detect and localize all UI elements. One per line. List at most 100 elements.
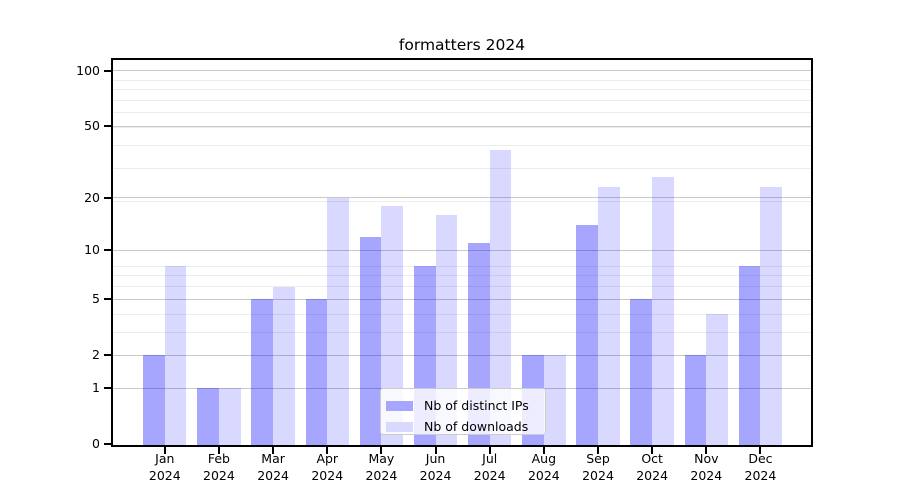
legend-item-downloads: Nb of downloads: [386, 416, 537, 437]
bar-downloads-feb: [218, 388, 241, 445]
x-tick-year: 2024: [203, 468, 235, 483]
x-tick-year: 2024: [527, 468, 560, 483]
x-tick-month: Dec: [748, 451, 773, 466]
x-tick-label-dec: Dec 2024: [745, 450, 777, 484]
x-tick-month: Apr: [316, 451, 339, 466]
y-tick-mark: [104, 69, 113, 72]
bar-downloads-mar: [273, 286, 295, 445]
x-tick-month: Sep: [586, 451, 610, 466]
gridline-major: [113, 298, 811, 300]
x-tick-year: 2024: [419, 468, 452, 483]
y-tick-mark: [104, 125, 113, 127]
y-tick-mark: [104, 443, 113, 446]
y-tick-label: 20: [84, 189, 100, 205]
x-tick-label-jan: Jan 2024: [149, 450, 181, 484]
x-tick-label-may: May 2024: [365, 450, 397, 484]
x-tick-year: 2024: [690, 468, 723, 483]
y-tick-label: 0: [92, 436, 100, 452]
bar-ips-mar: [251, 299, 274, 445]
bar-downloads-aug: [543, 355, 566, 445]
x-tick-mark: [434, 446, 437, 454]
legend-item-distinct-ips: Nb of distinct IPs: [386, 395, 537, 416]
x-tick-month: Feb: [207, 451, 230, 466]
y-tick-label: 100: [76, 62, 100, 78]
y-tick-mark: [104, 196, 113, 199]
x-tick-year: 2024: [744, 468, 777, 483]
x-tick-mark: [705, 446, 708, 454]
gridline-minor: [113, 201, 811, 203]
gridline-major: [113, 249, 811, 251]
bar-ips-feb: [197, 388, 219, 445]
x-tick-label-feb: Feb 2024: [203, 450, 235, 484]
gridline-minor: [113, 99, 811, 101]
y-tick-mark: [104, 298, 113, 301]
gridline-minor: [113, 168, 811, 170]
gridline-minor: [113, 112, 811, 114]
x-tick-mark: [651, 446, 654, 454]
chart-title: formatters 2024: [398, 36, 526, 54]
x-tick-mark: [163, 446, 166, 454]
bar-downloads-nov: [706, 314, 728, 445]
x-tick-label-apr: Apr 2024: [311, 450, 343, 484]
x-tick-label-jun: Jun 2024: [420, 450, 452, 484]
legend: Nb of distinct IPs Nb of downloads: [380, 388, 546, 435]
gridline-major: [113, 197, 811, 199]
y-tick-label: 1: [92, 380, 100, 396]
bar-downloads-dec: [760, 187, 783, 445]
bar-downloads-jun: [435, 214, 458, 445]
gridline-minor: [113, 127, 811, 129]
bar-downloads-oct: [652, 177, 674, 445]
x-tick-month: Jan: [155, 451, 175, 466]
gridline-minor: [113, 265, 811, 267]
x-tick-year: 2024: [582, 468, 614, 483]
bar-ips-jan: [143, 355, 165, 445]
x-tick-mark: [488, 446, 491, 454]
x-tick-label-mar: Mar 2024: [257, 450, 289, 484]
bar-ips-nov: [684, 355, 707, 445]
x-tick-month: May: [368, 451, 395, 466]
bar-ips-apr: [305, 299, 328, 445]
legend-label-distinct-ips: Nb of distinct IPs: [424, 398, 529, 413]
gridline-minor: [113, 89, 811, 91]
y-tick-mark: [104, 354, 113, 357]
bar-downloads-may: [381, 205, 404, 445]
x-tick-month: Oct: [641, 451, 663, 466]
bar-ips-may: [359, 236, 382, 445]
x-tick-year: 2024: [473, 468, 506, 483]
plot-inner: [113, 60, 811, 445]
gridline-major: [113, 70, 811, 72]
x-tick-mark: [326, 446, 329, 454]
bar-ips-dec: [738, 266, 761, 445]
x-tick-mark: [380, 446, 383, 454]
x-tick-mark: [597, 446, 599, 454]
bar-ips-sep: [576, 225, 598, 445]
x-tick-mark: [542, 446, 545, 454]
y-tick-label: 10: [84, 242, 100, 258]
y-tick-mark: [104, 249, 113, 252]
x-tick-year: 2024: [365, 468, 398, 483]
x-tick-mark: [217, 446, 220, 454]
gridline-major: [113, 125, 811, 127]
gridline-minor: [113, 145, 811, 147]
y-tick-label: 2: [92, 347, 100, 363]
x-tick-label-sep: Sep 2024: [582, 450, 614, 484]
legend-swatch-downloads: [386, 421, 413, 432]
x-tick-year: 2024: [257, 468, 289, 483]
bar-downloads-jul: [489, 149, 512, 445]
gridline-minor: [113, 313, 811, 315]
x-tick-label-jul: Jul 2024: [474, 450, 506, 484]
gridline-minor: [113, 275, 811, 277]
gridline-major: [113, 354, 811, 356]
gridline-minor: [113, 79, 811, 81]
x-tick-mark: [759, 446, 762, 454]
x-tick-month: Mar: [261, 451, 285, 466]
x-tick-month: Aug: [531, 451, 557, 466]
bar-downloads-apr: [327, 197, 349, 445]
x-tick-label-nov: Nov 2024: [690, 450, 722, 484]
x-tick-year: 2024: [148, 468, 181, 483]
gridline-minor: [113, 331, 811, 333]
x-tick-month: Jun: [425, 451, 446, 466]
x-tick-mark: [272, 446, 275, 454]
plot-area: [111, 58, 813, 447]
